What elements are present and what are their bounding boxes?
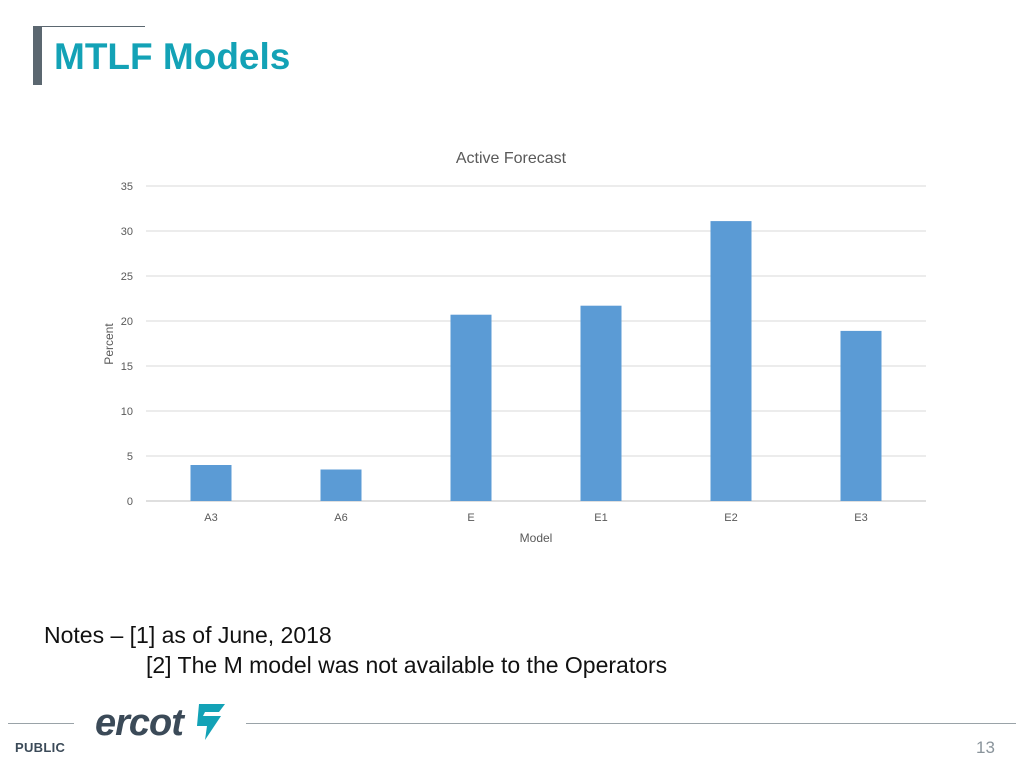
x-tick-label: E1 bbox=[594, 512, 607, 524]
y-tick-label: 10 bbox=[121, 406, 133, 418]
bar-e1 bbox=[580, 305, 622, 501]
lightning-icon bbox=[197, 704, 225, 740]
slide-title: MTLF Models bbox=[54, 36, 291, 77]
note-1: [1] as of June, 2018 bbox=[129, 622, 332, 648]
bar-a3 bbox=[190, 465, 232, 501]
y-tick-label: 20 bbox=[121, 316, 133, 328]
y-axis-label: Percent bbox=[102, 323, 116, 365]
title-accent-line bbox=[42, 26, 145, 27]
x-tick-label: E2 bbox=[724, 512, 737, 524]
bar-chart: Active Forecast 0 5 10 15 20 25 30 35 A3 A6 E E1 E2 E3… bbox=[102, 150, 926, 545]
logo-wordmark: ercot bbox=[95, 702, 185, 744]
footer-label: PUBLIC bbox=[15, 740, 66, 755]
page-number: 13 bbox=[976, 738, 995, 757]
footer-divider-left bbox=[8, 723, 74, 724]
x-tick-label: E bbox=[467, 512, 474, 524]
x-tick-label: E3 bbox=[854, 512, 867, 524]
bar-a6 bbox=[320, 469, 362, 501]
chart-title: Active Forecast bbox=[456, 150, 567, 167]
footer-divider-right bbox=[246, 723, 1016, 724]
notes-prefix: Notes – bbox=[44, 622, 124, 648]
y-tick-label: 0 bbox=[127, 496, 133, 508]
bar-e3 bbox=[840, 330, 882, 501]
notes: Notes – [1] as of June, 2018 [2] The M m… bbox=[44, 620, 667, 680]
bar-e2 bbox=[710, 221, 752, 501]
y-tick-label: 5 bbox=[127, 451, 133, 463]
y-tick-label: 15 bbox=[121, 361, 133, 373]
title-accent-bar bbox=[33, 26, 42, 85]
y-tick-label: 25 bbox=[121, 271, 133, 283]
bar-e bbox=[450, 314, 492, 501]
ercot-logo: ercot bbox=[95, 702, 225, 744]
y-tick-label: 30 bbox=[121, 226, 133, 238]
x-tick-label: A3 bbox=[204, 512, 217, 524]
note-2: [2] The M model was not available to the… bbox=[146, 652, 668, 678]
x-axis-label: Model bbox=[520, 531, 553, 545]
x-tick-label: A6 bbox=[334, 512, 347, 524]
y-tick-label: 35 bbox=[121, 181, 133, 193]
